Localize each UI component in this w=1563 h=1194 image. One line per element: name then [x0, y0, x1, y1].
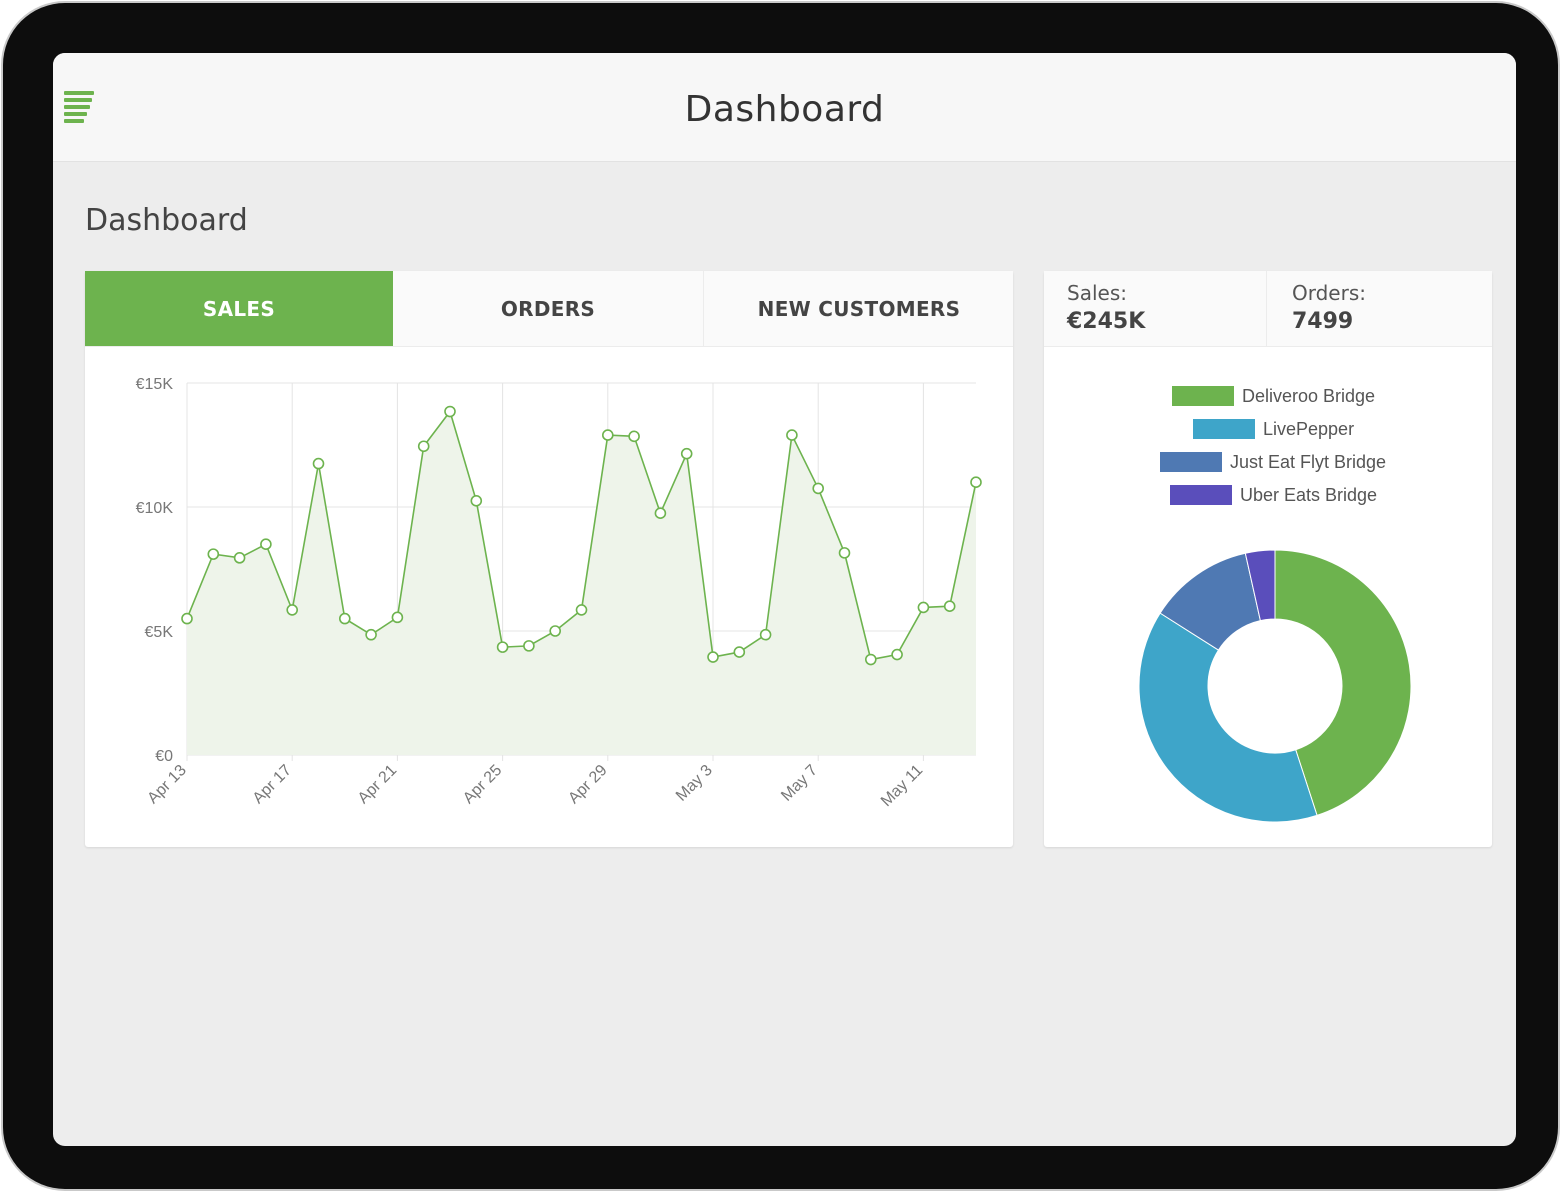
- sales-line-chart: €0 €5K €10K €15K Apr 13 Apr 17 Apr 21 Apr 25 Apr…: [136, 376, 982, 810]
- legend-swatch-uber-eats: [1170, 485, 1232, 505]
- legend-item-livepepper[interactable]: LivePepper: [1193, 419, 1354, 439]
- y-tick-label: €0: [155, 748, 173, 765]
- x-tick-label: May 11: [878, 762, 926, 810]
- sales-data-point: [444, 405, 456, 418]
- sales-data-point: [812, 482, 825, 495]
- sales-data-point: [970, 476, 982, 488]
- app-title: Dashboard: [684, 89, 885, 130]
- sales-data-point: [417, 440, 430, 453]
- sales-data-point: [312, 457, 325, 470]
- sales-data-point: [891, 648, 903, 661]
- sales-area-fill: [187, 411, 976, 755]
- x-tick-label: May 7: [778, 762, 821, 805]
- legend-label: Just Eat Flyt Bridge: [1230, 451, 1387, 472]
- legend-label: Deliveroo Bridge: [1242, 385, 1376, 406]
- sales-data-point: [523, 640, 535, 652]
- sales-data-point: [470, 495, 483, 507]
- tablet-frame: Dashboard Dashboard SALES ORDERS NEW CUS…: [3, 3, 1558, 1189]
- legend-swatch-deliveroo: [1172, 386, 1234, 406]
- sales-data-point: [233, 552, 246, 564]
- sales-chart-card: SALES ORDERS NEW CUSTOMERS €0 €5K €10K €15K…: [85, 271, 1013, 847]
- legend-item-uber-eats[interactable]: Uber Eats Bridge: [1170, 485, 1377, 505]
- sales-data-point: [181, 612, 193, 625]
- top-bar: Dashboard: [53, 53, 1516, 162]
- x-tick-label: Apr 25: [460, 762, 505, 807]
- sales-stat: Sales: €245K: [1067, 281, 1145, 334]
- x-tick-label: Apr 21: [355, 762, 400, 807]
- sales-data-point: [575, 604, 588, 616]
- x-tick-label: Apr 29: [565, 762, 610, 807]
- sales-data-point: [786, 429, 798, 441]
- hamburger-menu-icon[interactable]: [64, 91, 98, 127]
- legend-swatch-just-eat: [1160, 452, 1222, 472]
- donut-slice-livepepper: [1138, 612, 1318, 823]
- sales-data-point: [680, 447, 693, 460]
- legend-label: LivePepper: [1263, 418, 1355, 439]
- tab-orders[interactable]: ORDERS: [500, 296, 596, 321]
- sales-data-point: [707, 651, 719, 663]
- sales-data-point: [838, 547, 851, 559]
- breakdown-card: Sales: €245K Orders: 7499 Deliveroo Brid…: [1044, 271, 1492, 847]
- summary-stats: Sales: €245K Orders: 7499: [1044, 271, 1492, 347]
- x-tick-label: Apr 17: [250, 762, 295, 807]
- tab-sales[interactable]: SALES: [85, 271, 393, 346]
- sales-data-point: [286, 604, 298, 616]
- sales-data-point: [864, 653, 877, 666]
- legend-item-deliveroo[interactable]: Deliveroo Bridge: [1172, 386, 1375, 406]
- x-tick-label: Apr 13: [144, 762, 189, 807]
- stats-divider: [1266, 271, 1267, 346]
- sales-data-point: [759, 628, 772, 641]
- sales-label: Sales:: [1067, 281, 1127, 305]
- sales-data-point: [338, 612, 351, 625]
- sales-data-point: [943, 600, 956, 613]
- sales-data-point: [207, 548, 220, 560]
- sales-data-point: [733, 646, 746, 658]
- sales-data-point: [628, 430, 640, 443]
- orders-value: 7499: [1292, 309, 1354, 334]
- orders-label: Orders:: [1292, 281, 1366, 305]
- y-tick-label: €10K: [136, 500, 174, 517]
- y-tick-label: €5K: [145, 624, 174, 641]
- app-screen: Dashboard Dashboard SALES ORDERS NEW CUS…: [53, 53, 1516, 1146]
- sales-data-point: [654, 507, 667, 519]
- sales-data-point: [917, 601, 930, 614]
- sales-data-point: [260, 538, 272, 550]
- metric-tabs: SALES ORDERS NEW CUSTOMERS: [85, 271, 1013, 347]
- sales-value: €245K: [1067, 309, 1146, 334]
- sales-data-point: [549, 625, 562, 637]
- orders-stat: Orders: 7499: [1292, 281, 1366, 334]
- x-tick-label: May 3: [673, 762, 716, 805]
- platform-donut-chart: [1138, 549, 1412, 823]
- legend-swatch-livepepper: [1193, 419, 1255, 439]
- donut-slice-deliveroo: [1274, 549, 1412, 816]
- legend-item-just-eat[interactable]: Just Eat Flyt Bridge: [1160, 452, 1386, 472]
- sales-data-point: [601, 429, 614, 441]
- sales-data-point: [391, 611, 404, 624]
- sales-data-point: [496, 641, 509, 653]
- donut-slice-uber-eats: [1244, 549, 1276, 622]
- sales-data-point: [365, 628, 377, 641]
- y-tick-label: €15K: [136, 376, 174, 393]
- page-title: Dashboard: [85, 203, 248, 238]
- tab-new-customers[interactable]: NEW CUSTOMERS: [703, 271, 1014, 346]
- legend-label: Uber Eats Bridge: [1240, 484, 1378, 505]
